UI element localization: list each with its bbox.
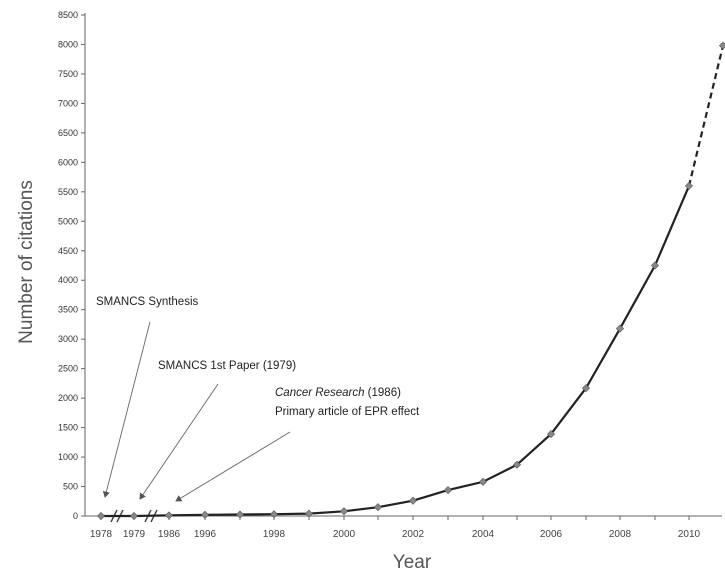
annotation-text: SMANCS 1st Paper (1979) [158, 360, 296, 372]
series-layer [96, 41, 725, 521]
y-tick-label: 3000 [58, 334, 78, 344]
x-tick-label: 2002 [402, 529, 425, 540]
annotation-arrow [102, 321, 151, 498]
data-point-marker [546, 430, 556, 439]
y-tick-label: 8500 [58, 10, 78, 20]
data-point-marker [373, 503, 383, 512]
data-point-marker [164, 511, 174, 520]
data-point-marker [304, 509, 314, 518]
y-tick-label: 8000 [58, 39, 78, 49]
annotation-arrow [139, 383, 219, 500]
x-tick-label: 1998 [263, 529, 286, 540]
data-point-marker [129, 511, 139, 521]
data-point-marker [408, 496, 418, 505]
data-point-marker [581, 384, 591, 393]
data-point-marker [443, 486, 453, 495]
y-axis: 0 500 1000 1500 2000 2500 3000 3500 4000 4500 5000… [58, 10, 86, 521]
x-tick-label: 1978 [90, 529, 113, 540]
annotations-layer: SMANCS Synthesis SMANCS 1st Paper (1979) C… [96, 296, 420, 502]
x-tick-label: 2008 [609, 529, 632, 540]
y-axis-title: Number of citations [16, 180, 37, 344]
y-tick-label: 5500 [58, 187, 78, 197]
x-tick-label: 1979 [123, 529, 146, 540]
annotation-text: Cancer Research (1986) Primary article of… [275, 387, 420, 418]
y-tick-label: 2500 [58, 364, 78, 374]
x-tick-label: 2010 [678, 529, 701, 540]
data-point-marker [339, 507, 349, 516]
data-point-marker [615, 324, 625, 333]
y-tick-label: 1500 [58, 423, 78, 433]
annotation-line: SMANCS 1st Paper (1979) [158, 360, 296, 372]
series-projection-line [687, 45, 725, 187]
annotation-italic: Cancer Research [275, 387, 364, 399]
data-point-marker [718, 41, 725, 50]
y-tick-label: 500 [63, 482, 78, 492]
y-tick-label: 1000 [58, 452, 78, 462]
y-tick-label: 4500 [58, 246, 78, 256]
x-tick-label: 2004 [472, 529, 495, 540]
y-tick-label: 4000 [58, 275, 78, 285]
y-tick-label: 5000 [58, 216, 78, 226]
y-tick-label: 7000 [58, 98, 78, 108]
y-tick-label: 7500 [58, 69, 78, 79]
annotation-line: SMANCS Synthesis [96, 296, 199, 308]
data-point-marker [269, 510, 279, 519]
data-point-marker [512, 460, 522, 469]
data-point-marker [478, 477, 488, 486]
data-point-marker [684, 181, 694, 190]
x-tick-label: 2006 [540, 529, 563, 540]
y-tick-label: 6500 [58, 128, 78, 138]
data-point-marker [235, 510, 245, 519]
y-tick-label: 2000 [58, 393, 78, 403]
annotation-arrow [175, 431, 291, 502]
x-tick-label: 1986 [158, 529, 181, 540]
data-point-marker [650, 261, 660, 270]
annotation-text: SMANCS Synthesis [96, 296, 199, 308]
y-tick-label: 3500 [58, 305, 78, 315]
x-axis-title: Year [393, 552, 432, 572]
x-tick-label: 2000 [333, 529, 356, 540]
x-tick-label: 1996 [194, 529, 217, 540]
annotation-line: (1986) [364, 387, 401, 399]
annotation-line: Primary article of EPR effect [275, 406, 420, 418]
data-point-marker [96, 511, 106, 521]
y-tick-label: 0 [73, 511, 78, 521]
data-point-marker [200, 510, 210, 519]
series-line [101, 185, 691, 518]
y-tick-label: 6000 [58, 157, 78, 167]
